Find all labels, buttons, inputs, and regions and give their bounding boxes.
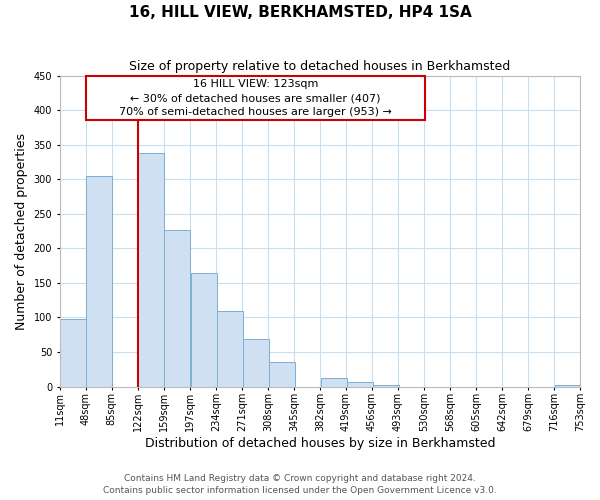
- Bar: [269, 362, 295, 386]
- Y-axis label: Number of detached properties: Number of detached properties: [15, 132, 28, 330]
- Title: Size of property relative to detached houses in Berkhamsted: Size of property relative to detached ho…: [129, 60, 511, 73]
- Bar: [60, 320, 86, 386]
- Bar: [556, 385, 581, 386]
- Text: 16, HILL VIEW, BERKHAMSTED, HP4 1SA: 16, HILL VIEW, BERKHAMSTED, HP4 1SA: [128, 5, 472, 20]
- Bar: [191, 273, 217, 386]
- Text: Contains HM Land Registry data © Crown copyright and database right 2024.
Contai: Contains HM Land Registry data © Crown c…: [103, 474, 497, 495]
- Bar: [320, 378, 347, 386]
- Bar: [164, 230, 190, 386]
- Bar: [138, 153, 164, 386]
- Bar: [347, 382, 373, 386]
- Bar: [217, 311, 242, 386]
- Text: 16 HILL VIEW: 123sqm
← 30% of detached houses are smaller (407)
70% of semi-deta: 16 HILL VIEW: 123sqm ← 30% of detached h…: [119, 79, 392, 117]
- Bar: [86, 176, 112, 386]
- X-axis label: Distribution of detached houses by size in Berkhamsted: Distribution of detached houses by size …: [145, 437, 495, 450]
- Bar: [373, 385, 398, 386]
- Bar: [242, 339, 269, 386]
- Bar: [86, 76, 425, 120]
